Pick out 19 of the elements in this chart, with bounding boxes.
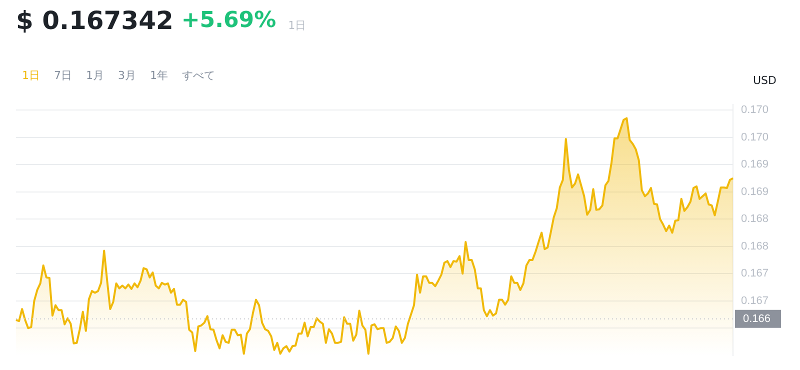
ref-line-label: 0.166 (743, 312, 771, 325)
y-tick-label: 0.167 (741, 294, 769, 307)
y-tick-label: 0.167 (741, 268, 769, 280)
y-tick-label: 0.169 (741, 158, 769, 171)
text: すべて (182, 69, 215, 82)
text: 3月 (118, 69, 136, 82)
y-tick-label: 0.170 (741, 131, 769, 144)
text: 1日 (22, 69, 40, 82)
text: 7日 (54, 69, 72, 82)
chart-title: $ 0.167342 (16, 6, 174, 35)
y-tick-label: 0.169 (741, 186, 769, 198)
y-axis-title: USD (753, 74, 777, 87)
y-tick-label: 0.168 (741, 213, 769, 226)
y-tick-label: 0.170 (741, 104, 769, 116)
text: 1日 (288, 18, 306, 33)
text: 1年 (150, 69, 168, 82)
y-tick-label: 0.168 (741, 240, 769, 252)
chart-subtitle: +5.69% (181, 8, 276, 33)
text: 1月 (86, 69, 104, 82)
